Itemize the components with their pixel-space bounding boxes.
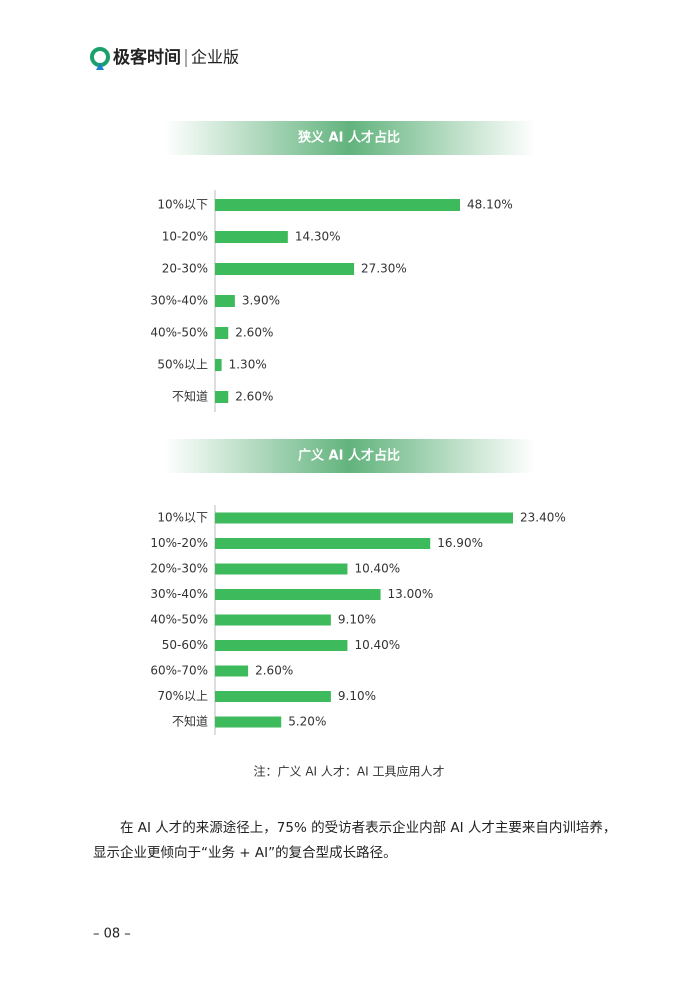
chart-title: 狭义 AI 人才占比 <box>297 130 400 146</box>
bar <box>215 716 282 728</box>
category-label: 10%以下 <box>157 511 208 525</box>
category-label: 50-60% <box>162 638 208 652</box>
title-band <box>165 439 535 473</box>
bar <box>215 538 431 549</box>
category-label: 60%-70% <box>150 664 208 678</box>
bar <box>215 640 348 651</box>
bar <box>215 199 460 211</box>
category-label: 70%以上 <box>157 689 208 703</box>
category-label: 30%-40% <box>150 587 208 601</box>
value-label: 3.90% <box>242 294 280 308</box>
bar <box>215 665 249 677</box>
title-band <box>165 121 535 155</box>
paragraph-line: 显示企业更倾向于“业务 + AI”的复合型成长路径。 <box>93 844 397 861</box>
value-label: 10.40% <box>354 562 400 576</box>
value-label: 2.60% <box>235 390 273 404</box>
bar <box>215 327 229 339</box>
value-label: 2.60% <box>255 664 293 678</box>
category-label: 20-30% <box>162 262 208 276</box>
category-label: 40%-50% <box>150 613 208 627</box>
value-label: 10.40% <box>354 638 400 652</box>
logo <box>90 47 110 70</box>
value-label: 5.20% <box>288 715 326 729</box>
value-label: 9.10% <box>338 689 376 703</box>
value-label: 14.30% <box>295 230 341 244</box>
value-label: 2.60% <box>235 326 273 340</box>
bar <box>215 295 235 307</box>
bar <box>215 614 331 626</box>
brand: 极客时间 <box>113 47 181 68</box>
category-label: 10-20% <box>162 230 208 244</box>
bar <box>215 563 348 575</box>
chart-title: 广义 AI 人才占比 <box>298 448 400 464</box>
category-label: 10%-20% <box>150 536 208 550</box>
bar <box>215 691 331 702</box>
value-label: 9.10% <box>338 613 376 627</box>
category-label: 不知道 <box>172 715 208 729</box>
category-label: 40%-50% <box>150 326 208 340</box>
category-label: 不知道 <box>172 390 208 404</box>
page-number: – 08 – <box>93 927 131 942</box>
bar <box>215 391 229 403</box>
value-label: 13.00% <box>388 587 434 601</box>
bar <box>215 263 355 275</box>
category-label: 50%以上 <box>157 358 208 372</box>
value-label: 27.30% <box>361 262 407 276</box>
value-label: 1.30% <box>229 358 267 372</box>
bar <box>215 359 222 371</box>
bar <box>215 589 381 600</box>
note: 注：广义 AI 人才：AI 工具应用人才 <box>254 764 445 779</box>
value-label: 48.10% <box>467 198 513 212</box>
category-label: 10%以下 <box>157 198 208 212</box>
value-label: 16.90% <box>437 536 483 550</box>
bar <box>215 512 513 524</box>
edition: 企业版 <box>191 48 239 67</box>
category-label: 30%-40% <box>150 294 208 308</box>
value-label: 23.40% <box>520 511 566 525</box>
paragraph-line: 在 AI 人才的来源途径上，75% 的受访者表示企业内部 AI 人才主要来自内训… <box>120 819 616 836</box>
category-label: 20%-30% <box>150 562 208 576</box>
bar <box>215 231 288 243</box>
